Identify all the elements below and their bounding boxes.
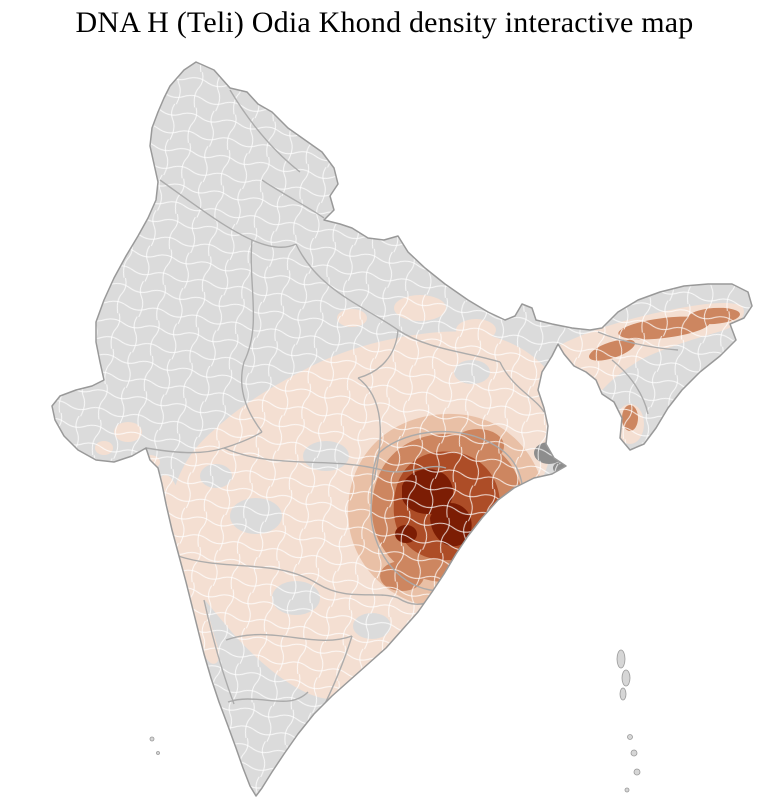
island[interactable] xyxy=(624,787,630,793)
state-border-line xyxy=(240,239,263,433)
state-border-line xyxy=(177,555,399,599)
island[interactable] xyxy=(630,749,638,757)
island[interactable] xyxy=(149,736,155,742)
state-border-line xyxy=(611,359,649,415)
andaman-nicobar-islands[interactable] xyxy=(616,649,641,793)
island[interactable] xyxy=(156,751,160,755)
state-border-line xyxy=(597,331,679,351)
state-border-line xyxy=(295,243,501,363)
lakshadweep-islands[interactable] xyxy=(149,736,160,755)
state-border-line xyxy=(499,361,545,413)
state-border-line xyxy=(225,633,353,641)
page-title: DNA H (Teli) Odia Khond density interact… xyxy=(75,6,694,39)
state-border-line xyxy=(227,691,309,703)
state-border-line xyxy=(261,179,325,219)
island[interactable] xyxy=(621,669,631,687)
state-border-line xyxy=(145,431,263,454)
state-border-line xyxy=(357,377,382,481)
state-border-line xyxy=(159,179,297,248)
district-borders-texture xyxy=(52,62,752,796)
island[interactable] xyxy=(616,649,626,669)
island[interactable] xyxy=(633,768,641,776)
state-border-line xyxy=(357,329,399,379)
state-border-line xyxy=(203,599,235,705)
state-border-line xyxy=(223,447,447,473)
island[interactable] xyxy=(627,734,633,740)
island[interactable] xyxy=(619,687,627,701)
district-texture-fill xyxy=(52,62,752,796)
state-border-line xyxy=(229,89,301,173)
